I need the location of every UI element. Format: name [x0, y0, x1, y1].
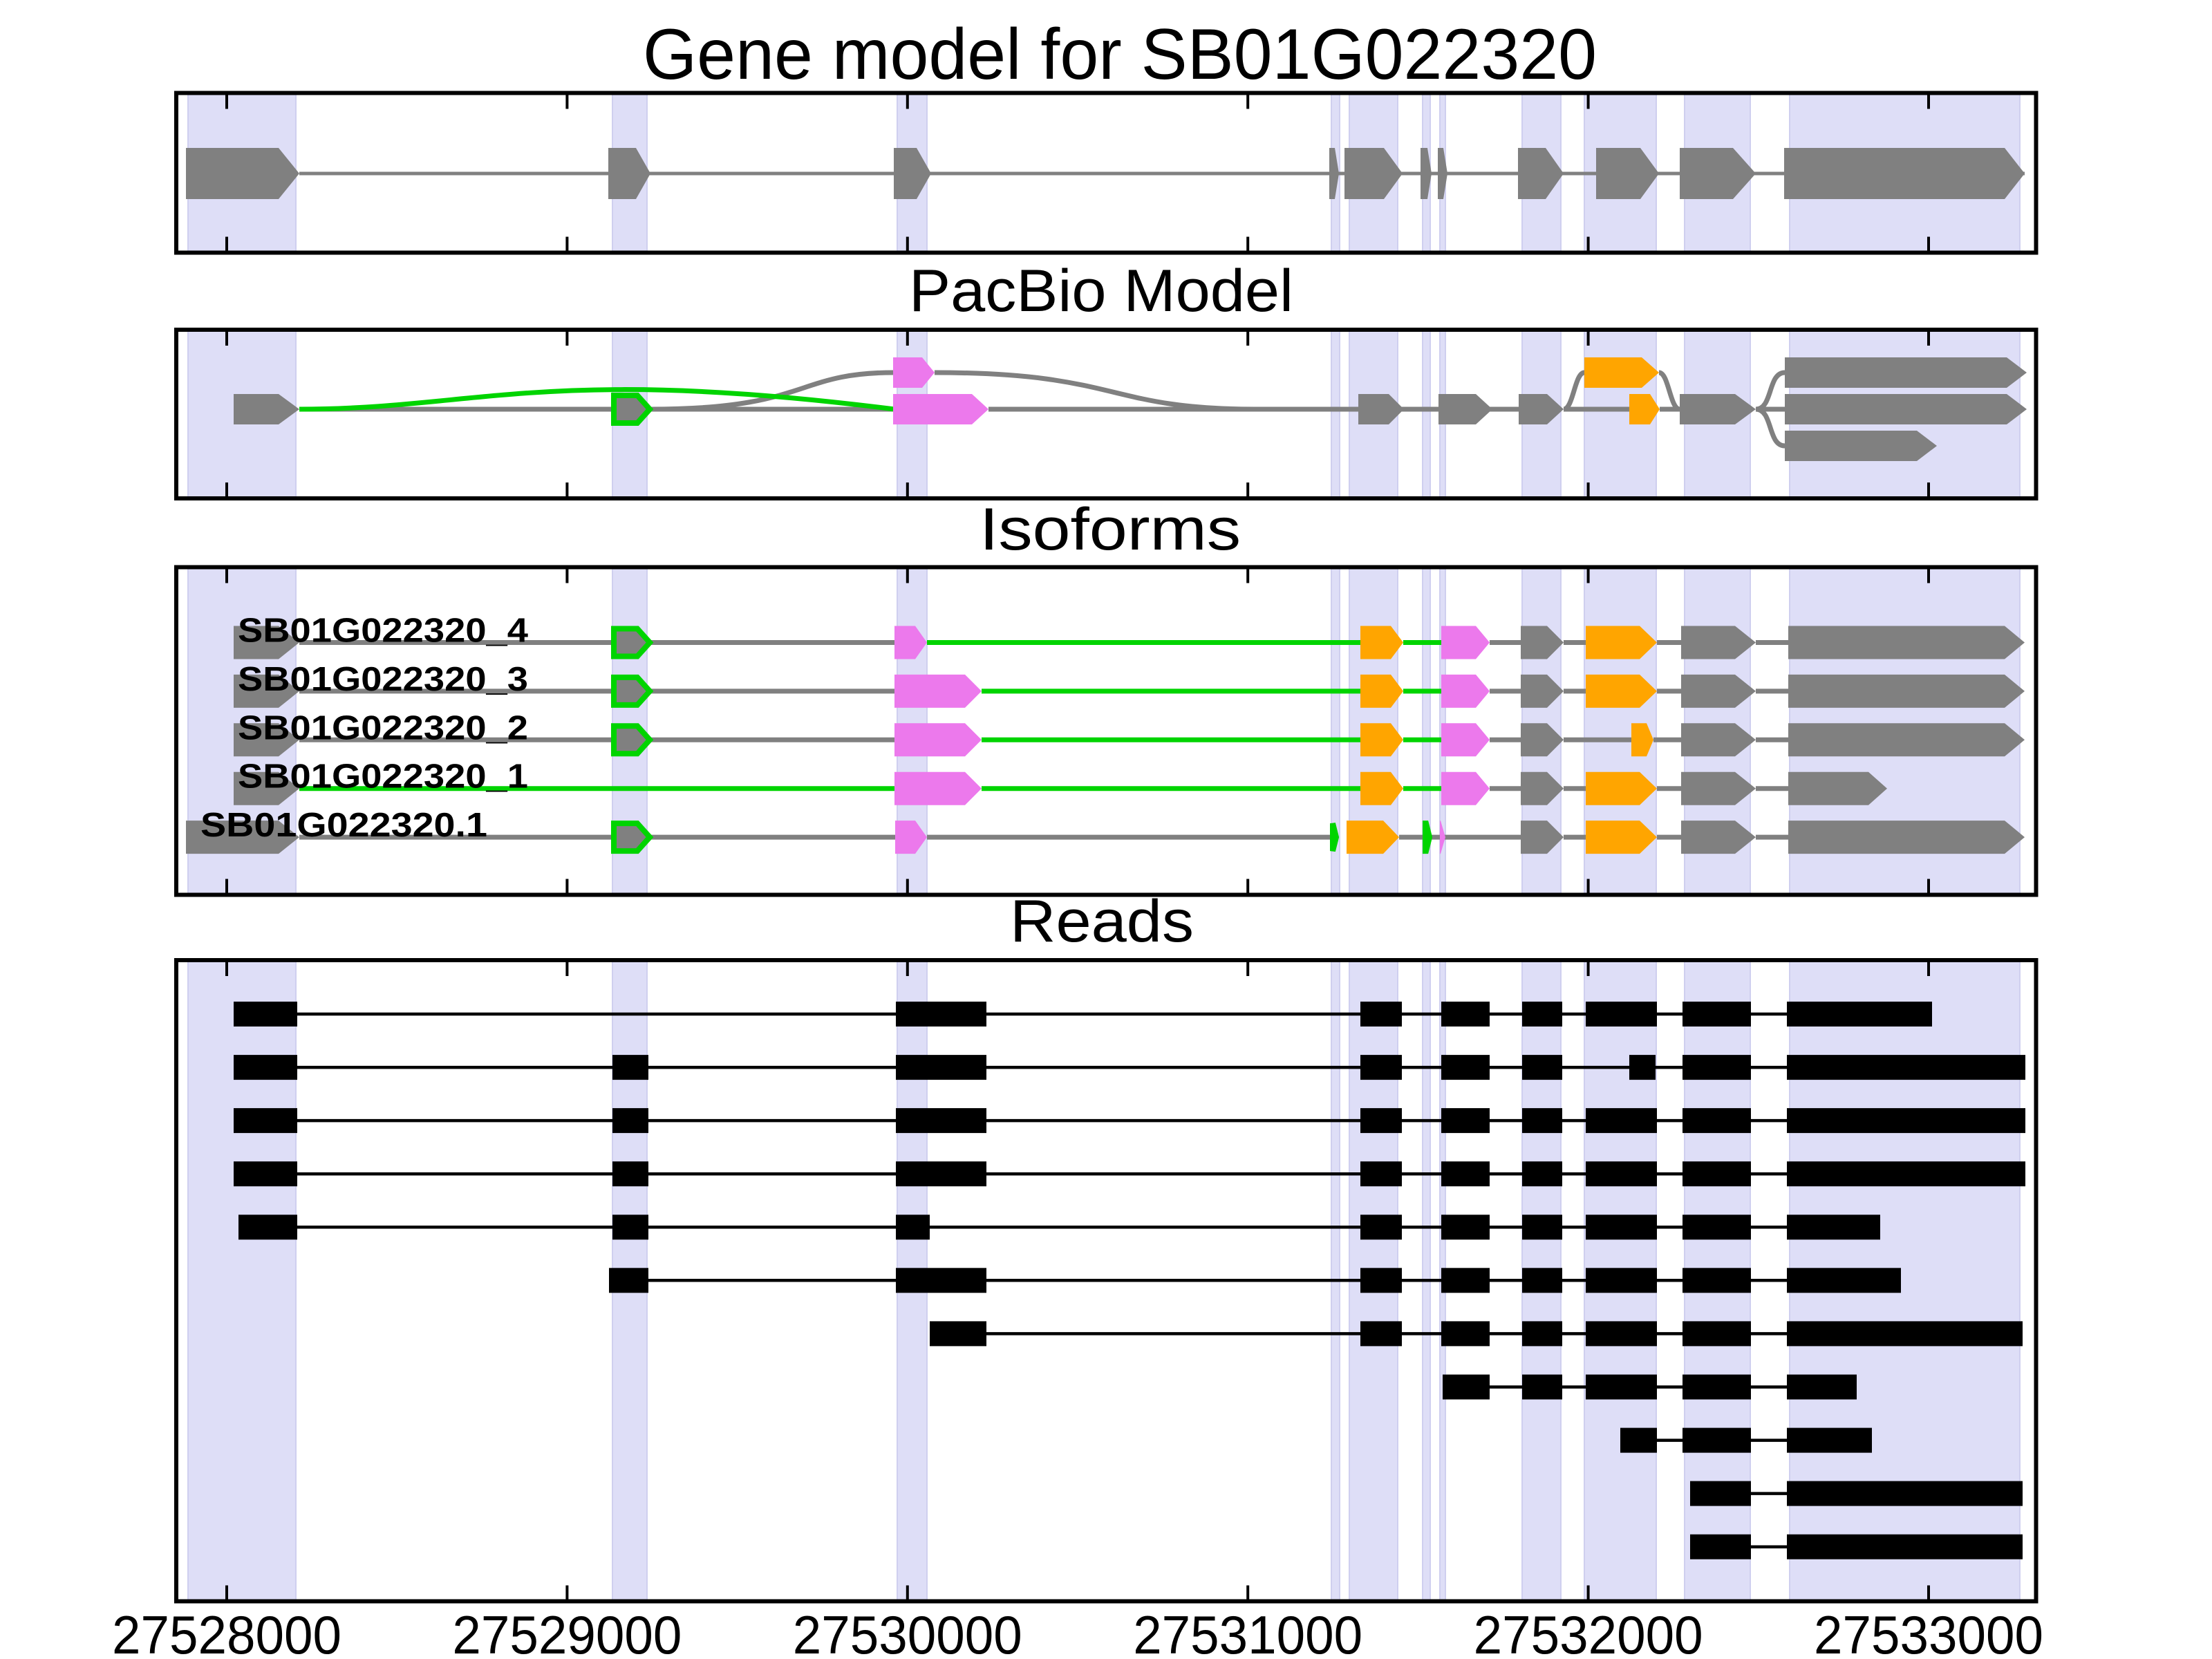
svg-text:Reads: Reads	[1010, 888, 1194, 955]
svg-text:SB01G022320_3: SB01G022320_3	[238, 661, 528, 698]
svg-text:PacBio Model: PacBio Model	[909, 258, 1293, 324]
svg-text:27531000: 27531000	[1133, 1604, 1362, 1659]
svg-text:Isoforms: Isoforms	[980, 496, 1241, 563]
svg-text:27532000: 27532000	[1474, 1604, 1703, 1659]
svg-text:27528000: 27528000	[112, 1604, 341, 1659]
svg-text:SB01G022320_2: SB01G022320_2	[238, 709, 528, 747]
svg-text:27529000: 27529000	[452, 1604, 682, 1659]
svg-text:SB01G022320_1: SB01G022320_1	[238, 758, 528, 796]
svg-text:SB01G022320_4: SB01G022320_4	[238, 612, 528, 650]
svg-text:SB01G022320.1: SB01G022320.1	[200, 807, 487, 844]
svg-text:Gene model for SB01G022320: Gene model for SB01G022320	[643, 15, 1597, 95]
svg-text:27533000: 27533000	[1814, 1604, 2043, 1659]
svg-text:27530000: 27530000	[793, 1604, 1022, 1659]
